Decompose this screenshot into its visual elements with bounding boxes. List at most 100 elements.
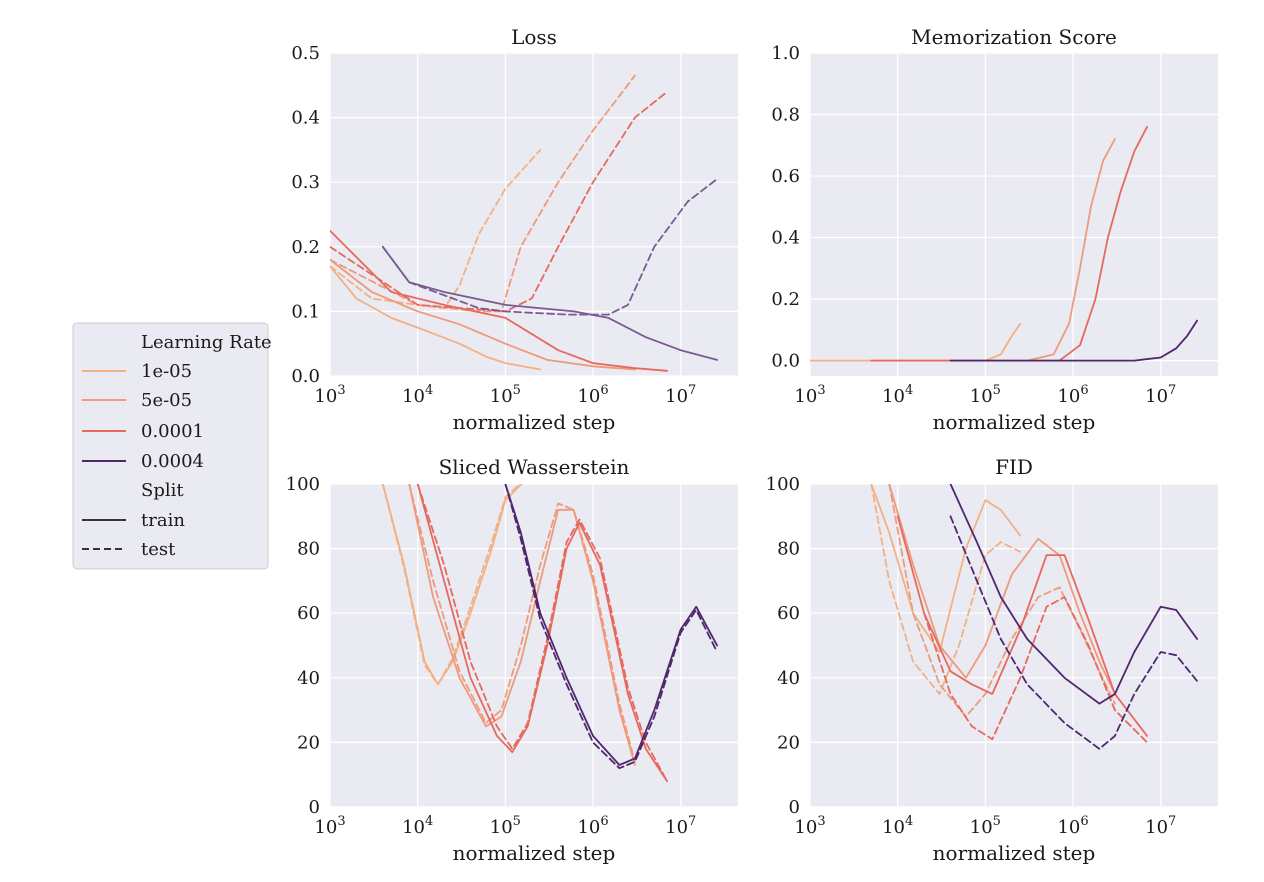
fid-series-lr-0p0004-train [949,484,1198,705]
fid-xtick-label: 106 [1057,814,1088,838]
memorization-ytick-label: 1.0 [771,43,800,64]
memorization-ytick-label: 0.6 [771,166,800,187]
loss-ytick-label: 0.5 [291,43,320,64]
loss-ytick-label: 0.3 [291,172,320,193]
fid-ytick-label: 60 [777,603,800,624]
memorization-xlabel: normalized step [933,410,1096,434]
loss-plot-area [330,53,738,376]
fid-xtick-label: 104 [882,814,913,838]
legend-label-test: test [141,539,176,560]
memorization-ytick-label: 0.0 [771,351,800,372]
memorization-series-group [810,125,1198,362]
loss-series-group [330,74,718,372]
fid-series-lr-1e-05-test [870,484,1022,695]
sliced-wasserstein-title: Sliced Wasserstein [439,455,630,479]
legend-label-lr-0: 1e-05 [141,361,192,382]
loss-series-lr-0p0001-train [330,229,668,372]
memorization-xtick-label: 106 [1057,383,1088,407]
loss-xtick-label: 103 [314,383,345,407]
sliced-wasserstein-grid [329,483,738,808]
loss-ytick-label: 0.2 [291,237,320,258]
loss-series-lr-0p0004-train [381,245,718,361]
sliced-wasserstein-ytick-label: 100 [286,474,320,495]
sliced-wasserstein-ytick-label: 40 [297,668,320,689]
sliced-wasserstein-plot-area [330,484,738,807]
sliced-wasserstein-xtick-label: 103 [314,814,345,838]
fid-xtick-label: 107 [1145,814,1176,838]
loss-series-lr-1e-05-train [330,265,542,371]
legend-label-lr-3: 0.0004 [141,451,204,472]
sliced-wasserstein-xtick-label: 104 [402,814,433,838]
loss-series-lr-5e-05-test [330,74,636,313]
fid-series-group [870,484,1198,750]
loss-xlabel: normalized step [453,410,616,434]
fid-ytick-label: 100 [766,474,800,495]
loss-grid [329,52,738,377]
legend-label-lr-2: 0.0001 [141,421,204,442]
fid-series-lr-0p0001-test [923,596,1148,744]
loss-panel: Loss normalized step 0.0 0.1 0.2 0.3 0.4 0.5 1… [291,25,738,434]
sliced-wasserstein-ytick-label: 80 [297,539,320,560]
fid-ytick-label: 0 [789,797,800,818]
memorization-panel: Memorization Score normalized step 0.0 0.… [771,25,1218,434]
legend-lr-title: Learning Rate [141,332,272,353]
loss-series-lr-1e-05-test [330,148,542,310]
loss-xtick-label: 106 [577,383,608,407]
sliced-wasserstein-series-lr-1e-05-test [381,484,522,686]
loss-series-lr-5e-05-train [330,258,636,371]
legend-split-title: Split [141,480,184,501]
fid-xtick-label: 103 [794,814,825,838]
sliced-wasserstein-panel: Sliced Wasserstein normalized step 0 20 40… [286,455,738,865]
sliced-wasserstein-series-lr-5e-05-train [408,484,636,766]
loss-ytick-label: 0.1 [291,301,320,322]
fid-series-lr-1e-05-train [870,484,1022,653]
fid-panel: FID normalized step 0 20 40 60 80 100 103 104 10… [766,455,1218,865]
loss-series-lr-0p0001-test [330,90,668,313]
sliced-wasserstein-xtick-label: 106 [577,814,608,838]
sliced-wasserstein-ytick-label: 0 [309,797,320,818]
memorization-series-lr-0p0001 [870,125,1148,362]
sliced-wasserstein-series-lr-5e-05-test [408,484,636,763]
sliced-wasserstein-series-group [381,484,718,783]
fid-ytick-label: 20 [777,732,800,753]
fid-series-lr-5e-05-train [888,484,1116,695]
fid-title: FID [995,455,1033,479]
memorization-xtick-label: 107 [1145,383,1176,407]
memorization-xtick-label: 104 [882,383,913,407]
sliced-wasserstein-ytick-label: 60 [297,603,320,624]
sliced-wasserstein-series-lr-0p0004-train [504,484,718,766]
loss-ytick-label: 0.4 [291,108,320,129]
legend-frame [72,322,269,570]
fid-ytick-label: 40 [777,668,800,689]
sliced-wasserstein-xtick-label: 105 [490,814,521,838]
fid-grid [809,483,1218,808]
memorization-xtick-label: 103 [794,383,825,407]
memorization-xtick-label: 105 [970,383,1001,407]
fid-series-lr-0p0004-test [949,515,1198,750]
sliced-wasserstein-xtick-label: 107 [665,814,696,838]
fid-ytick-label: 80 [777,539,800,560]
sliced-wasserstein-ytick-label: 20 [297,732,320,753]
memorization-ytick-label: 0.2 [771,289,800,310]
loss-series-lr-0p0004-test [381,178,718,316]
legend-label-train: train [141,510,185,531]
legend-label-lr-1: 5e-05 [141,390,192,411]
memorization-series-lr-0p0004 [949,319,1198,362]
loss-xtick-label: 107 [665,383,696,407]
memorization-ytick-label: 0.8 [771,105,800,126]
memorization-plot-area [810,53,1218,376]
loss-xtick-label: 105 [490,383,521,407]
sliced-wasserstein-series-lr-0p0004-test [504,484,718,770]
sliced-wasserstein-series-lr-0p0001-train [416,484,668,783]
memorization-ytick-label: 0.4 [771,228,800,249]
loss-ytick-label: 0.0 [291,366,320,387]
memorization-title: Memorization Score [911,25,1117,49]
sliced-wasserstein-xlabel: normalized step [453,841,616,865]
fid-xtick-label: 105 [970,814,1001,838]
memorization-series-lr-5e-05 [870,138,1116,362]
loss-title: Loss [511,25,557,49]
loss-xtick-label: 104 [402,383,433,407]
legend: Learning Rate 1e-05 5e-05 0.0001 0.0004 … [72,322,272,570]
fid-xlabel: normalized step [933,841,1096,865]
